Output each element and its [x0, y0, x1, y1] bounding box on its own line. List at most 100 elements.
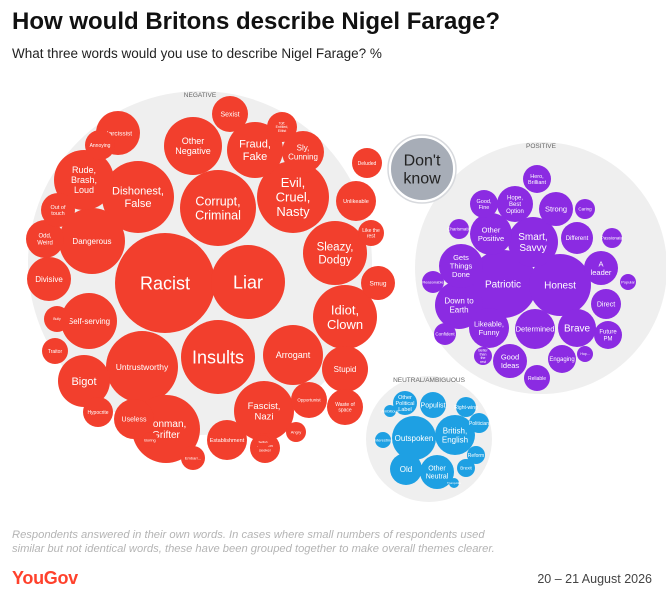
bubble: [102, 161, 174, 233]
bubble: [508, 217, 558, 267]
bubble-label: Other Political Label: [396, 395, 415, 413]
bubble-label: Deluded: [358, 161, 377, 167]
bubble: [435, 281, 483, 329]
bubble-label: Down to Earth: [444, 296, 474, 314]
bubble: [493, 344, 527, 378]
bubble-label: Toff, Entitled, Elitist: [276, 121, 289, 133]
bubble-label: Sly, Cunning: [288, 143, 318, 161]
bubble: [256, 435, 270, 449]
bubble: [106, 331, 178, 403]
bubble-label: Useless: [122, 416, 147, 423]
bubble: [594, 321, 622, 349]
bubble: [27, 257, 71, 301]
group-neutral-ambiguous: NEUTRAL/AMBIGUOUS Outspoken British, Englis…: [366, 376, 492, 502]
bubble-label: Reform: [468, 453, 484, 459]
bubble-label: Odd, Weird: [37, 234, 53, 247]
bubble-label: Insults: [192, 347, 244, 367]
bubble-label: Divisive: [35, 275, 63, 284]
bubble-label: Other Neutral: [426, 466, 449, 481]
bubble: [539, 192, 573, 226]
bubble-label: Dangerous: [72, 237, 111, 246]
bubble-label: Smart, Savvy: [518, 232, 547, 254]
bubble-label: Sleazy, Dodgy: [317, 242, 354, 267]
group-negative: NEGATIVE Racist Liar Insults Corrupt, Crimina…: [26, 91, 395, 470]
bubble-label: Caring: [578, 207, 592, 212]
bubble: [142, 432, 158, 448]
bubble: [422, 271, 444, 293]
bubble: [420, 455, 454, 489]
bubble: [469, 308, 509, 348]
bubble-label: Engaging: [549, 357, 574, 363]
bubble: [591, 289, 621, 319]
bubble: [575, 199, 595, 219]
bubble-label: Confident: [435, 332, 455, 337]
bubble: [322, 346, 368, 392]
bubble-label: Good Ideas: [501, 352, 520, 369]
bubble-ring: [387, 134, 457, 204]
bubble: [361, 266, 395, 300]
bubble: [83, 397, 113, 427]
bubble-label: Untrustworthy: [116, 362, 169, 372]
bubble: [303, 221, 367, 285]
group-label: NEUTRAL/AMBIGUOUS: [393, 377, 466, 384]
bubble: [115, 233, 215, 333]
bubble-label: Brave: [564, 324, 591, 335]
bubble-label: Determined: [516, 325, 555, 334]
bubble: [164, 117, 222, 175]
bubble: [515, 309, 555, 349]
bubble: [470, 213, 512, 255]
bubble-label: Smug: [370, 280, 387, 287]
bubble-label: Bully: [53, 317, 61, 321]
bubble: [61, 293, 117, 349]
yougov-logo: YouGov: [12, 568, 78, 588]
bubble: [313, 285, 377, 349]
bubble-label: Different: [566, 236, 589, 242]
bubble-label: Traitor: [48, 349, 63, 355]
bubble-label: Boring: [144, 437, 156, 442]
bubble-label: Unlikeable: [343, 199, 369, 205]
bubble-label: Conman, Grifter: [146, 419, 187, 441]
bubble: [327, 389, 363, 425]
bubble: [469, 413, 489, 433]
bubble-label: Charismatic: [447, 227, 472, 232]
bubble: [286, 422, 306, 442]
methodology-note: Respondents answered in their own words.…: [12, 529, 495, 555]
bubble-label: Dishonest, False: [112, 186, 164, 210]
bubble: [439, 244, 483, 288]
bubble: [58, 355, 110, 407]
bubble: [584, 251, 618, 285]
bubble: [85, 130, 115, 160]
bubble: [529, 254, 591, 316]
bubble: [474, 347, 492, 365]
bubble: [389, 136, 455, 202]
bubble-label: Strong: [545, 205, 567, 214]
bubble: [211, 245, 285, 319]
bubble-label: Old: [400, 465, 412, 474]
bubble: [470, 190, 498, 218]
bubble: [26, 220, 64, 258]
group-positive: POSITIVE Patriotic Honest Smart, Savvy Brave D…: [415, 142, 666, 394]
bubble-label: Politician: [469, 421, 489, 427]
bubble-label: Right-wing: [454, 405, 478, 411]
bubble: [467, 446, 485, 464]
bubble: [420, 392, 446, 418]
bubble: [234, 381, 294, 441]
bubble-label: Interesting: [374, 437, 393, 442]
bubble: [291, 382, 327, 418]
bubble-label: Direct: [597, 301, 615, 308]
bubble-label: Racist: [140, 273, 190, 293]
bubble-label: Likeable, Funny: [474, 319, 504, 336]
bubble-label: British, English: [442, 426, 468, 444]
bubble-label: Honest: [544, 281, 576, 292]
bubble: [602, 228, 622, 248]
bubble-label: Hypocrite: [87, 410, 108, 416]
bubble: [180, 170, 256, 246]
bubble-label: Opportunist: [297, 398, 321, 403]
bubble-label: Hop...: [580, 352, 589, 356]
bubble-label: Other Positive: [478, 225, 504, 242]
bubble-label: Reasonable: [422, 279, 444, 284]
bubble-label: Better than the rest: [478, 348, 488, 364]
bubble: [390, 453, 422, 485]
bubble-label: Like the rest: [362, 228, 380, 240]
